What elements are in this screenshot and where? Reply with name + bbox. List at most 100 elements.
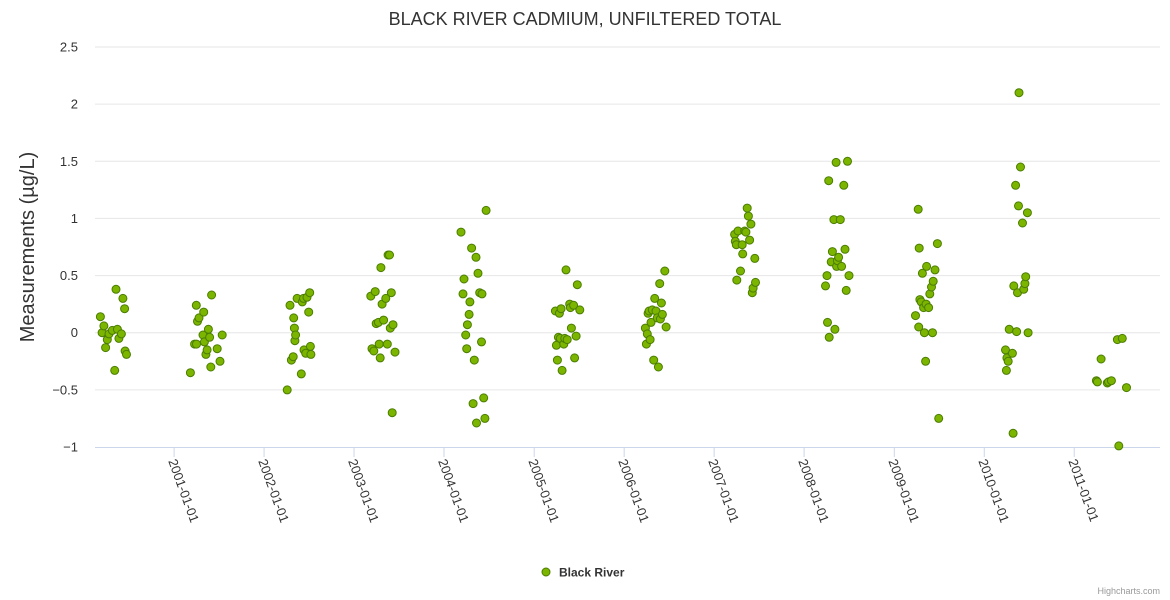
data-point[interactable]: [388, 320, 398, 330]
legend[interactable]: Black River: [541, 566, 625, 580]
data-point[interactable]: [1114, 441, 1124, 451]
data-point[interactable]: [653, 362, 663, 372]
data-point[interactable]: [1096, 354, 1106, 364]
data-point[interactable]: [921, 356, 931, 366]
data-point[interactable]: [192, 339, 201, 349]
data-point[interactable]: [456, 227, 466, 237]
data-point[interactable]: [480, 413, 490, 423]
data-point[interactable]: [569, 300, 579, 310]
data-point[interactable]: [645, 335, 655, 345]
data-point[interactable]: [289, 313, 299, 323]
data-point[interactable]: [305, 288, 315, 298]
data-point[interactable]: [386, 288, 396, 298]
data-point[interactable]: [481, 205, 491, 215]
data-point[interactable]: [479, 393, 489, 403]
data-point[interactable]: [381, 293, 391, 303]
data-point[interactable]: [101, 343, 111, 353]
data-point[interactable]: [732, 275, 742, 285]
data-point[interactable]: [823, 317, 832, 327]
legend-label[interactable]: Black River: [559, 566, 625, 580]
data-point[interactable]: [111, 284, 121, 294]
data-point[interactable]: [304, 307, 314, 317]
data-point[interactable]: [464, 309, 474, 319]
data-point[interactable]: [840, 244, 850, 254]
data-point[interactable]: [467, 243, 477, 253]
data-point[interactable]: [746, 219, 756, 229]
data-point[interactable]: [465, 297, 475, 307]
data-point[interactable]: [459, 274, 469, 284]
data-point[interactable]: [646, 317, 656, 327]
data-point[interactable]: [477, 289, 487, 299]
data-point[interactable]: [1003, 356, 1013, 366]
data-point[interactable]: [207, 290, 217, 300]
data-point[interactable]: [830, 324, 840, 334]
data-point[interactable]: [99, 321, 109, 331]
credits-link[interactable]: Highcharts.com: [1097, 586, 1160, 596]
data-point[interactable]: [1106, 376, 1116, 386]
data-point[interactable]: [1014, 201, 1023, 211]
data-point[interactable]: [834, 252, 844, 262]
data-point[interactable]: [930, 265, 940, 275]
data-point[interactable]: [369, 346, 379, 356]
data-point[interactable]: [374, 339, 384, 349]
data-point[interactable]: [194, 313, 204, 323]
data-point[interactable]: [557, 365, 567, 375]
data-point[interactable]: [914, 243, 924, 253]
data-point[interactable]: [1001, 365, 1011, 375]
data-point[interactable]: [649, 355, 659, 365]
data-point[interactable]: [199, 307, 209, 317]
data-point[interactable]: [924, 303, 934, 313]
data-point[interactable]: [919, 328, 929, 338]
data-point[interactable]: [743, 211, 753, 221]
data-point[interactable]: [1021, 272, 1031, 282]
data-point[interactable]: [118, 293, 128, 303]
data-point[interactable]: [566, 323, 576, 333]
data-point[interactable]: [217, 330, 227, 340]
data-point[interactable]: [379, 315, 389, 325]
data-point[interactable]: [570, 353, 580, 363]
data-point[interactable]: [458, 289, 468, 299]
data-point[interactable]: [742, 203, 752, 213]
data-point[interactable]: [95, 312, 105, 322]
data-point[interactable]: [1122, 383, 1131, 393]
data-point[interactable]: [1016, 162, 1025, 172]
data-point[interactable]: [1007, 348, 1017, 358]
data-point[interactable]: [122, 349, 131, 359]
data-point[interactable]: [837, 261, 847, 271]
data-point[interactable]: [561, 265, 571, 275]
data-point[interactable]: [471, 252, 481, 262]
data-point[interactable]: [913, 204, 923, 214]
data-point[interactable]: [206, 362, 216, 372]
data-point[interactable]: [215, 356, 225, 366]
data-point[interactable]: [841, 285, 851, 295]
data-point[interactable]: [917, 268, 927, 278]
data-point[interactable]: [477, 337, 486, 347]
data-point[interactable]: [212, 344, 222, 354]
data-point[interactable]: [824, 332, 834, 342]
data-point[interactable]: [822, 271, 832, 281]
data-point[interactable]: [462, 320, 472, 330]
data-point[interactable]: [650, 293, 660, 303]
data-point[interactable]: [370, 287, 380, 297]
data-point[interactable]: [288, 352, 298, 362]
data-point[interactable]: [296, 369, 306, 379]
data-point[interactable]: [741, 227, 751, 237]
data-point[interactable]: [844, 271, 854, 281]
data-point[interactable]: [387, 408, 397, 418]
data-point[interactable]: [375, 353, 385, 363]
data-point[interactable]: [1117, 333, 1127, 343]
data-point[interactable]: [655, 279, 665, 289]
data-point[interactable]: [571, 331, 581, 341]
data-point[interactable]: [305, 341, 315, 351]
data-point[interactable]: [291, 330, 301, 340]
data-point[interactable]: [821, 281, 830, 291]
data-point[interactable]: [385, 250, 394, 260]
data-point[interactable]: [928, 328, 937, 338]
data-point[interactable]: [390, 347, 400, 357]
data-point[interactable]: [282, 385, 292, 395]
data-point[interactable]: [468, 399, 478, 409]
data-point[interactable]: [382, 339, 392, 349]
data-point[interactable]: [120, 304, 130, 314]
data-point[interactable]: [205, 332, 215, 342]
data-point[interactable]: [737, 240, 747, 250]
